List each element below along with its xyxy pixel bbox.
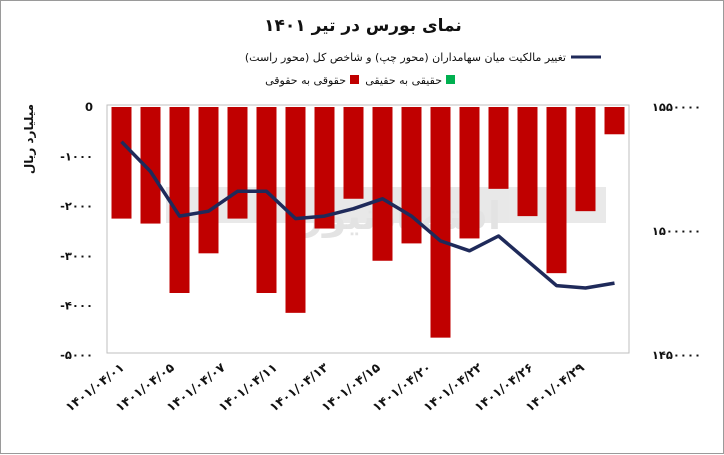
left-tick-label: 0 (85, 100, 93, 114)
right-tick-label: ۱۴۵۰۰۰۰ (652, 348, 701, 362)
line-series (120, 140, 615, 290)
bar-16 (575, 107, 596, 212)
bar-series (111, 107, 625, 338)
legend-label-legal-to-legal: حقوقی به حقوقی (265, 74, 346, 87)
right-tick-label: ۱۵۵۰۰۰۰ (652, 100, 701, 114)
bar-6 (285, 107, 306, 313)
left-tick-label: -۳۰۰۰ (60, 249, 93, 263)
bar-3 (198, 107, 219, 254)
bar-10 (401, 107, 422, 244)
bar-1 (140, 107, 161, 224)
left-axis: 0 -۱۰۰۰ -۲۰۰۰ -۳۰۰۰ -۴۰۰۰ -۵۰۰۰ (60, 100, 93, 362)
bar-0 (111, 107, 132, 219)
bar-15 (546, 107, 567, 274)
index-line (120, 140, 615, 290)
bar-7 (314, 107, 335, 229)
bar-13 (488, 107, 509, 189)
bar-11 (430, 107, 451, 338)
left-tick-label: -۱۰۰۰ (60, 150, 93, 164)
bar-17 (604, 107, 625, 135)
bar-14 (517, 107, 538, 217)
plot-area (106, 104, 630, 354)
bar-8 (343, 107, 364, 199)
bar-9 (372, 107, 393, 261)
bar-5 (256, 107, 277, 293)
legend-swatch-real-to-real (446, 75, 455, 84)
legend-line-label: تغییر مالکیت میان سهامداران (محور چپ) و … (245, 51, 566, 64)
legend-swatch-legal-to-legal (350, 75, 359, 84)
legend-label-real-to-real: حقیقی به حقیقی (365, 74, 442, 87)
right-axis: ۱۵۵۰۰۰۰ ۱۵۰۰۰۰۰ ۱۴۵۰۰۰۰ (652, 100, 701, 362)
left-tick-label: -۵۰۰۰ (60, 348, 93, 362)
chart-title: نمای بورس در تیر ۱۴۰۱ (264, 16, 462, 36)
legend: تغییر مالکیت میان سهامداران (محور چپ) و … (245, 51, 601, 87)
bar-12 (459, 107, 480, 239)
left-tick-label: -۲۰۰۰ (60, 199, 93, 213)
x-axis: ۱۴۰۱/۰۴/۰۱۱۴۰۱/۰۴/۰۵۱۴۰۱/۰۴/۰۷۱۴۰۱/۰۴/۱۱… (62, 359, 587, 414)
left-axis-title: میلیارد ریال (22, 104, 36, 174)
right-tick-label: ۱۵۰۰۰۰۰ (652, 224, 701, 238)
bar-4 (227, 107, 248, 219)
bar-2 (169, 107, 190, 293)
left-tick-label: -۴۰۰۰ (60, 298, 93, 312)
